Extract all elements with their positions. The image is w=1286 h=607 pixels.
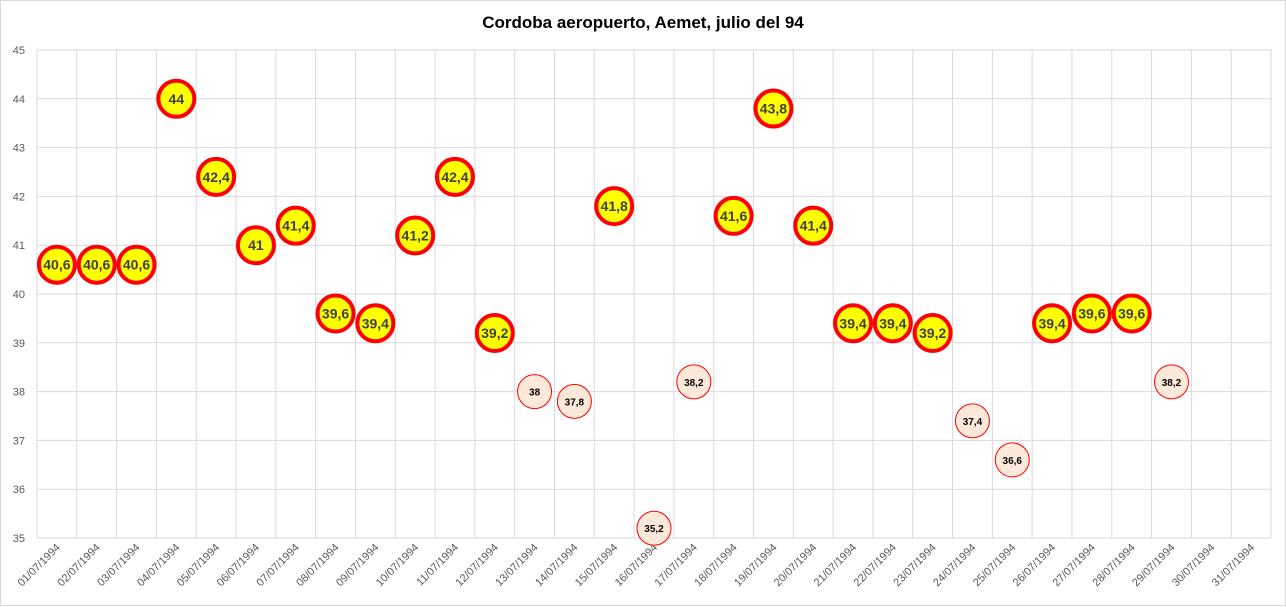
data-point-mild xyxy=(994,442,1030,478)
data-point-hot xyxy=(156,78,197,119)
data-point-hot xyxy=(275,205,316,246)
data-label: 41 xyxy=(248,237,264,253)
data-point-hot xyxy=(713,195,754,236)
data-point-hot xyxy=(76,244,117,285)
data-label: 39,6 xyxy=(1078,306,1105,322)
data-point-hot xyxy=(235,225,276,266)
data-label: 41,4 xyxy=(282,218,309,234)
data-point-mild xyxy=(1153,364,1189,400)
chart-title: Cordoba aeropuerto, Aemet, julio del 94 xyxy=(482,13,804,32)
data-point-hot xyxy=(196,156,237,197)
data-point-hot xyxy=(912,313,953,354)
data-point-mild xyxy=(636,510,672,546)
y-tick-label: 42 xyxy=(13,191,25,203)
data-point-mild xyxy=(517,374,553,410)
data-point-hot xyxy=(395,215,436,256)
data-label: 39,6 xyxy=(1118,306,1145,322)
data-label: 39,4 xyxy=(879,315,906,331)
data-label: 39,2 xyxy=(919,325,946,341)
data-point-hot xyxy=(793,205,834,246)
data-point-hot xyxy=(1071,293,1112,334)
data-point-hot xyxy=(355,303,396,344)
data-label: 42,4 xyxy=(203,169,230,185)
data-label: 44 xyxy=(169,91,185,107)
y-tick-label: 39 xyxy=(13,338,25,350)
data-point-hot xyxy=(753,88,794,129)
data-point-hot xyxy=(116,244,157,285)
y-tick-label: 36 xyxy=(13,484,25,496)
data-point-hot xyxy=(594,186,635,227)
data-point-hot xyxy=(434,156,475,197)
data-label: 36,6 xyxy=(1003,456,1023,467)
data-label: 38,2 xyxy=(1162,378,1182,389)
data-point-hot xyxy=(833,303,874,344)
x-tick-label: 31/07/1994 xyxy=(1210,542,1257,589)
data-label: 35,2 xyxy=(644,524,664,535)
data-label: 38,2 xyxy=(684,378,704,389)
data-point-mild xyxy=(556,383,592,419)
data-label: 41,6 xyxy=(720,208,747,224)
data-label: 41,4 xyxy=(800,218,827,234)
y-tick-label: 41 xyxy=(13,240,25,252)
data-label: 39,2 xyxy=(481,325,508,341)
y-tick-label: 43 xyxy=(13,143,25,155)
data-label: 40,6 xyxy=(83,257,110,273)
data-label: 41,8 xyxy=(601,198,628,214)
data-point-mild xyxy=(676,364,712,400)
data-label: 40,6 xyxy=(123,257,150,273)
data-point-hot xyxy=(36,244,77,285)
y-tick-label: 40 xyxy=(13,289,25,301)
data-label: 43,8 xyxy=(760,101,787,117)
data-label: 39,4 xyxy=(839,315,866,331)
x-tick-label: 10/07/1994 xyxy=(374,542,421,589)
data-label: 37,8 xyxy=(565,397,585,408)
data-label: 42,4 xyxy=(441,169,468,185)
y-tick-label: 35 xyxy=(13,533,25,545)
data-label: 37,4 xyxy=(963,417,983,428)
data-point-hot xyxy=(1032,303,1073,344)
data-label: 41,2 xyxy=(402,227,429,243)
data-point-mild xyxy=(954,403,990,439)
y-tick-label: 45 xyxy=(13,45,25,57)
data-point-hot xyxy=(1111,293,1152,334)
data-label: 39,4 xyxy=(1038,315,1065,331)
data-point-hot xyxy=(474,313,515,354)
data-label: 39,4 xyxy=(362,315,389,331)
data-point-hot xyxy=(315,293,356,334)
y-tick-label: 38 xyxy=(13,387,25,399)
y-tick-label: 44 xyxy=(13,94,25,106)
y-tick-label: 37 xyxy=(13,435,25,447)
data-label: 39,6 xyxy=(322,306,349,322)
data-label: 38 xyxy=(529,388,541,399)
data-label: 40,6 xyxy=(43,257,70,273)
data-point-hot xyxy=(872,303,913,344)
